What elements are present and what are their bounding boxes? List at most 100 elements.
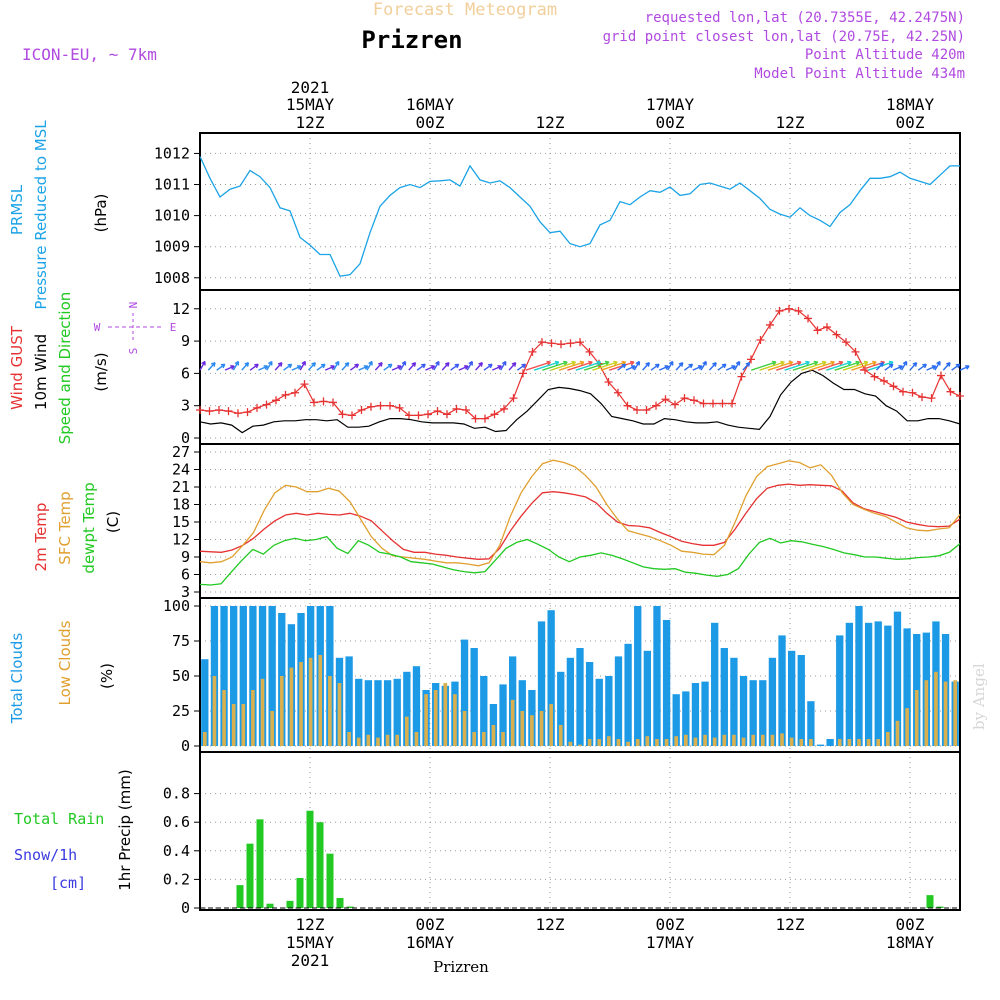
temp-ytick-label: 9: [181, 548, 190, 566]
wind-gust-marker: [699, 399, 708, 408]
wind-direction-arrow: [708, 362, 717, 371]
wind-direction-arrow: [959, 365, 970, 371]
low-clouds-bar: [674, 736, 679, 746]
wind-direction-arrowhead: [354, 363, 360, 369]
wind-direction-arrowhead: [629, 360, 635, 366]
wind-direction-arrowhead: [463, 365, 469, 370]
bottom-date-label: 18MAY: [886, 933, 935, 952]
wind-direction-arrowhead: [745, 362, 751, 367]
wind-direction-arrow: [600, 361, 626, 371]
wind-direction-arrowhead: [888, 363, 894, 369]
wind-gust-marker: [690, 396, 698, 405]
low-clouds-bar: [645, 736, 650, 746]
temp-2m-line: [199, 483, 961, 560]
wind-direction-arrow: [558, 361, 585, 371]
low-clouds-bar: [635, 739, 640, 746]
wind-direction-arrowhead: [397, 365, 402, 370]
total-clouds-bar: [759, 680, 767, 746]
wind-direction-arrow: [792, 361, 818, 371]
wind-direction-arrowhead: [268, 360, 273, 366]
wind-gust-marker: [585, 347, 594, 356]
wind-direction-arrow: [433, 361, 440, 371]
wind-direction-arrowhead: [201, 360, 206, 366]
label-hpa: (hPa): [92, 194, 110, 233]
low-clouds-bar: [616, 739, 621, 746]
low-clouds-bar: [385, 734, 390, 746]
total-clouds-bar: [662, 620, 671, 746]
wind-ytick-label: 6: [181, 364, 190, 382]
wind-gust-marker: [918, 393, 926, 402]
total-clouds-bar: [374, 680, 382, 746]
wind-direction-arrowhead: [277, 362, 283, 367]
wind-gust-marker: [680, 394, 689, 403]
clouds-ytick-label: 0: [181, 737, 190, 755]
wind-direction-arrow: [625, 365, 636, 371]
bottom-date-label: 16MAY: [406, 933, 455, 952]
wind-direction-arrow: [533, 361, 560, 371]
wind-direction-arrow: [492, 365, 502, 371]
low-clouds-bar: [857, 739, 861, 746]
low-clouds-bar: [405, 716, 409, 746]
temp-ytick-label: 15: [172, 513, 190, 531]
total-clouds-bar: [787, 650, 796, 746]
rain-bar: [936, 906, 944, 908]
wind-direction-arrow: [633, 361, 640, 371]
low-clouds-bar: [222, 690, 226, 746]
label-1hr-precip: 1hr Precip (mm): [116, 769, 134, 890]
low-clouds-bar: [953, 680, 958, 746]
low-clouds-bar: [809, 739, 813, 746]
wind-direction-arrow: [266, 361, 273, 371]
wind-direction-arrowhead: [621, 363, 627, 369]
pressure-ytick-label: 1012: [154, 144, 190, 162]
low-clouds-bar: [414, 732, 419, 746]
low-clouds-bar: [279, 676, 284, 746]
label-celsius: (C): [104, 511, 122, 533]
low-clouds-bar: [770, 734, 775, 746]
low-clouds-bar: [462, 711, 467, 746]
wind-ytick-label: 12: [172, 300, 190, 318]
low-clouds-bar: [202, 732, 207, 746]
low-clouds-bar: [558, 725, 563, 746]
rain-bar: [286, 900, 294, 908]
wind-direction-arrowhead: [344, 362, 350, 367]
wind-direction-arrow: [450, 363, 460, 371]
label-total-clouds: Total Clouds: [8, 633, 26, 725]
wind-direction-arrow: [934, 361, 941, 371]
wind-direction-arrowhead: [965, 365, 970, 370]
wind-direction-arrow: [241, 362, 249, 371]
clouds-ytick-label: 75: [172, 632, 190, 650]
label-pressure-msl: Pressure Reduced to MSL: [32, 120, 50, 310]
wind-direction-arrowhead: [731, 365, 736, 370]
wind-gust-marker: [310, 398, 318, 407]
wind-direction-arrowhead: [368, 360, 373, 366]
top-hour-label: 00Z: [416, 113, 445, 132]
wind-direction-arrow: [742, 362, 751, 371]
total-clouds-bar: [383, 680, 392, 746]
wind-direction-arrow: [642, 362, 650, 371]
bottom-hour-label: 12Z: [776, 915, 805, 934]
label-prmsl: PRMSL: [8, 184, 26, 235]
temp-grid: [194, 444, 960, 598]
wind-direction-arrow: [399, 361, 407, 371]
wind-gust-marker: [471, 414, 480, 423]
rain-bar: [306, 810, 314, 908]
wind-gust-marker: [509, 394, 518, 403]
bottom-date-label: 17MAY: [646, 933, 695, 952]
low-clouds-bar: [270, 711, 274, 746]
low-clouds-bar: [578, 744, 582, 746]
wind-gust-marker: [528, 347, 537, 356]
wind-gust-marker: [367, 402, 375, 411]
temp-dewpt-line: [199, 535, 961, 586]
rain-bar: [316, 822, 324, 908]
wind-direction-arrow: [358, 365, 369, 371]
wind-gust-marker: [196, 406, 204, 414]
wind-gust-marker: [433, 407, 442, 416]
wind-gust-marker: [262, 400, 271, 409]
low-clouds-bar: [356, 737, 361, 746]
wind-direction-arrow: [917, 363, 927, 371]
wind-direction-arrow: [425, 365, 435, 371]
footer-location: Prizren: [433, 958, 489, 976]
wind-gust-marker: [500, 404, 508, 413]
total-clouds-bar: [403, 671, 411, 746]
total-clouds-bar: [470, 648, 478, 746]
